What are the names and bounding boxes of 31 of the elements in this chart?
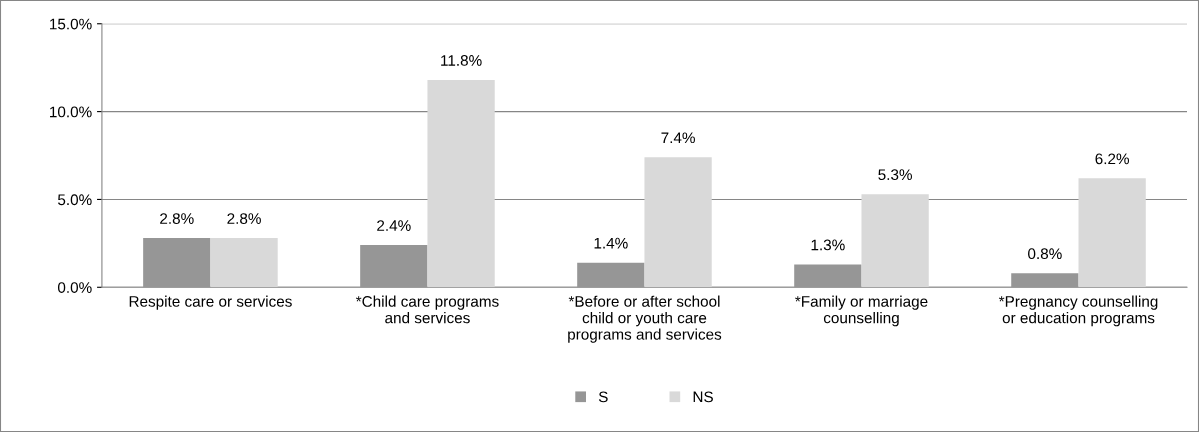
bar [577,262,645,288]
data-label: 2.4% [377,220,411,231]
bar [644,157,712,288]
data-label: 0.8% [1028,248,1062,260]
bar [143,238,211,288]
bar [1078,178,1146,288]
data-label: 7.4% [661,132,695,144]
data-label: 2.8% [160,213,194,224]
data-label: 11.8% [441,55,482,66]
bar [427,79,495,288]
data-label: 6.2% [1095,153,1130,165]
legend-label: NS [693,391,713,403]
bar [794,264,862,288]
x-tick-label: *Pregnancy counselling or education programs [998,295,1158,327]
x-tick-label: *Child care programs and services [355,295,499,324]
data-label: 1.3% [811,239,845,251]
data-label: 2.8% [227,213,261,224]
y-tick-label: 10.0% [50,106,92,118]
x-tick-label: *Before or after school child or youth care programs and services [568,295,722,343]
x-tick-label: *Family or marriage counselling [795,295,928,327]
data-label: 1.4% [594,237,628,249]
x-tick-label: Respite care or services [129,295,292,310]
y-tick-label: 15.0% [50,18,92,30]
bar [1011,273,1079,288]
y-tick-label: 5.0% [57,194,92,206]
data-label: 5.3% [878,169,912,181]
y-tick-label: 0.0% [57,282,92,293]
bar [360,245,428,288]
bar [210,238,278,288]
bar [861,194,929,288]
legend-label: S [598,391,608,403]
